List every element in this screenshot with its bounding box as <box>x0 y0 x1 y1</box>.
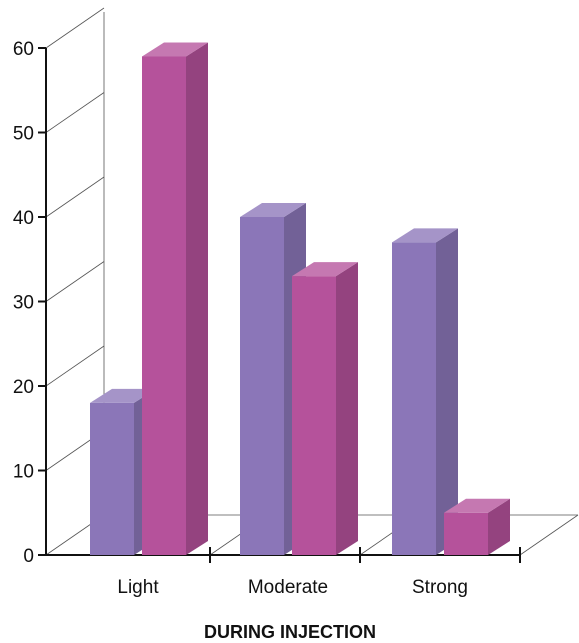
bar-top-face <box>90 388 156 403</box>
bar <box>142 42 208 555</box>
gridline <box>45 176 105 218</box>
y-tick-label: 60 <box>13 39 34 60</box>
bar <box>292 262 358 555</box>
bar-top-face <box>392 228 458 243</box>
category-label: Moderate <box>248 577 328 598</box>
y-tick-label: 10 <box>13 462 34 483</box>
bar-front-face <box>240 217 284 555</box>
bar-side-face <box>488 498 510 555</box>
gridline <box>45 92 105 133</box>
floor-right-edge <box>519 514 579 556</box>
gridline <box>45 261 105 302</box>
bar-front-face <box>142 56 186 555</box>
bar-top-face <box>292 262 358 277</box>
gridline <box>45 7 105 49</box>
label-layer: DURING INJECTION 0 10 20 30 40 50 60 Light Moder… <box>13 39 468 642</box>
y-tick-label: 50 <box>13 124 34 145</box>
bar-side-face <box>436 228 458 555</box>
bar-front-face <box>392 242 436 555</box>
bar-side-face <box>186 42 208 555</box>
category-label: Light <box>117 577 159 598</box>
bar-front-face <box>444 512 488 555</box>
category-label: Strong <box>412 577 468 598</box>
bar-side-face <box>336 262 358 555</box>
bar-front-face <box>292 276 336 555</box>
bar-top-face <box>240 203 306 217</box>
bar <box>392 228 458 555</box>
bar-front-face <box>90 402 134 555</box>
y-tick-label: 0 <box>23 546 34 567</box>
y-tick-label: 20 <box>13 377 34 398</box>
gridline <box>45 345 105 387</box>
x-axis-title: DURING INJECTION <box>204 622 376 642</box>
bar-top-face <box>142 42 208 57</box>
y-tick-label: 40 <box>13 208 34 229</box>
bar <box>444 498 510 555</box>
bar-top-face <box>444 498 510 513</box>
bar-layer <box>90 42 510 555</box>
y-tick-label: 30 <box>13 293 34 314</box>
